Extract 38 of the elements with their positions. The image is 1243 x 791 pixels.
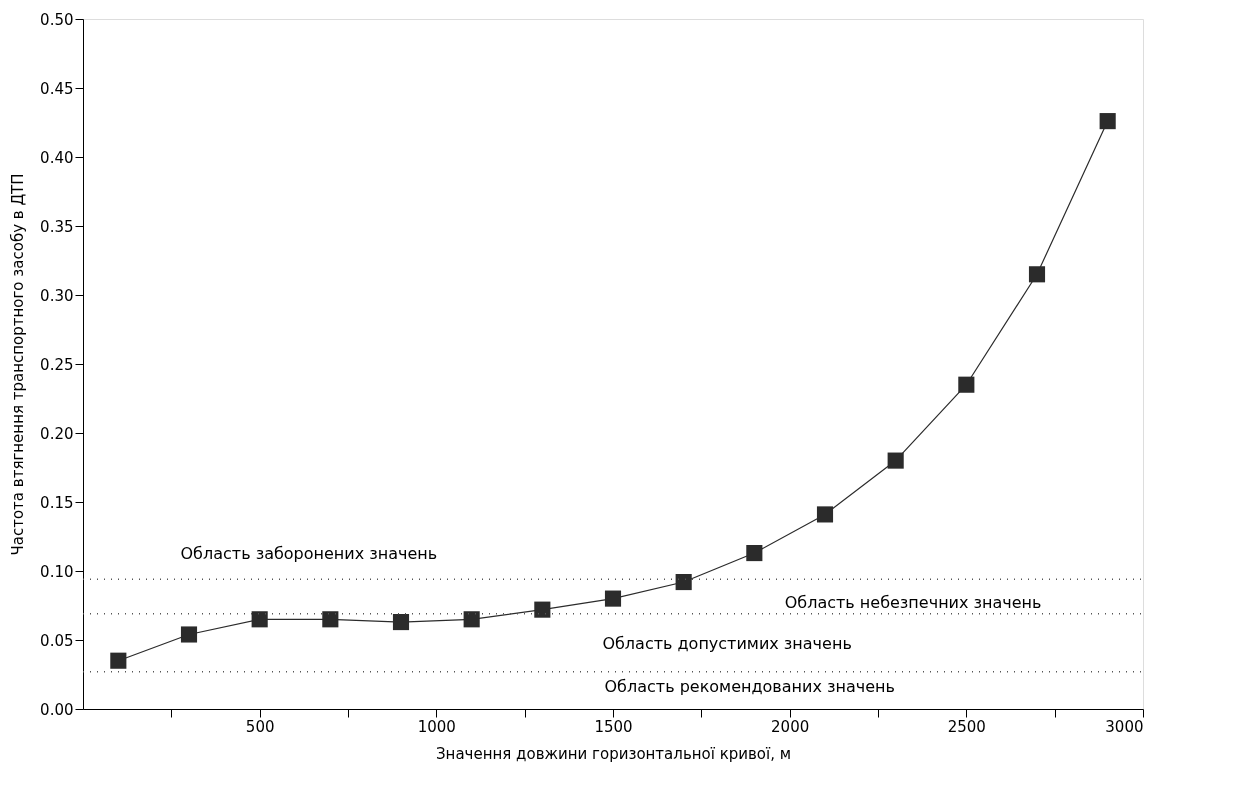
x-tick-label: 1500 <box>594 717 633 736</box>
x-tick-label: 1000 <box>417 717 456 736</box>
point <box>180 626 198 643</box>
x-tick-label: 500 <box>245 717 275 736</box>
point <box>534 601 551 618</box>
y-tick-label: 0.05 <box>40 631 74 650</box>
point <box>322 611 339 628</box>
x-tick-label: 2500 <box>947 717 986 736</box>
y-axis-title: Частота втягнення транспортного засобу в ДТП <box>9 173 28 556</box>
point <box>251 611 268 628</box>
y-tick-label: 0.35 <box>40 217 74 236</box>
y-tick-label: 0.00 <box>40 700 74 719</box>
y-tick-label: 0.20 <box>40 424 74 443</box>
point <box>1028 266 1046 283</box>
x-tick-label: 3000 <box>1105 717 1144 736</box>
y-tick-label: 0.40 <box>40 148 74 167</box>
y-tick-label: 0.25 <box>40 355 74 374</box>
annotation: Область небезпечних значень <box>784 592 1042 612</box>
x-axis-title: Значення довжини горизонтальної кривої, м <box>435 744 792 763</box>
annotation: Область допустимих значень <box>602 634 852 654</box>
x-tick-label: 2000 <box>771 717 810 736</box>
y-tick-label: 0.30 <box>40 286 74 305</box>
point <box>958 376 975 393</box>
point <box>746 545 763 562</box>
point <box>887 452 904 469</box>
y-tick-label: 0.50 <box>40 10 74 29</box>
point <box>1099 113 1116 130</box>
point <box>110 652 127 669</box>
point <box>816 506 834 523</box>
annotation: Область заборонених значень <box>180 544 438 564</box>
point <box>604 590 622 607</box>
y-tick-label: 0.10 <box>40 562 74 581</box>
point <box>675 573 692 591</box>
y-tick-label: 0.45 <box>40 79 74 98</box>
point <box>463 611 480 628</box>
annotation: Область рекомендованих значень <box>604 676 895 696</box>
point <box>392 614 410 631</box>
y-tick-label: 0.15 <box>40 493 74 512</box>
